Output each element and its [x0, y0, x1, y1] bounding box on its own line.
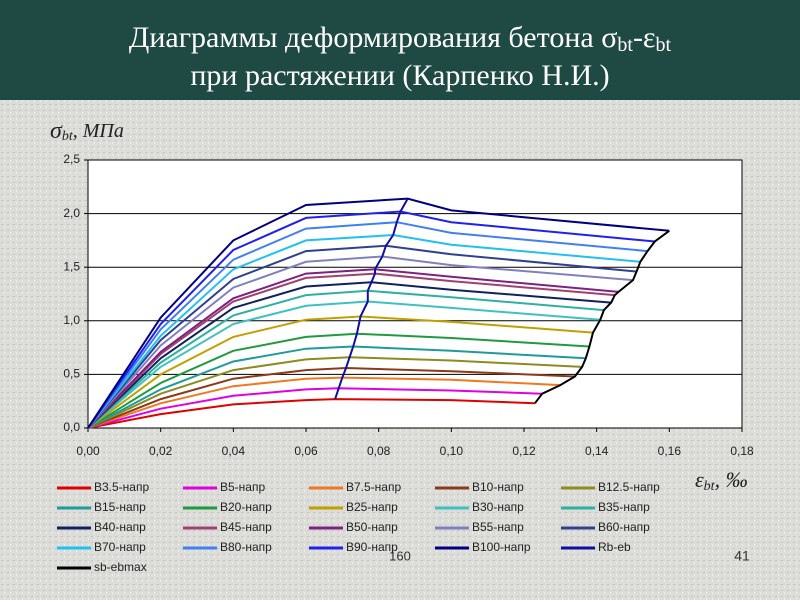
- x-tick-label: 0,06: [294, 444, 318, 458]
- footer-mark: 160: [389, 548, 411, 563]
- legend-label: sb-ebmax: [94, 560, 147, 574]
- series-line: [87, 255, 634, 429]
- series-line: [87, 221, 648, 429]
- legend-label: B90-напр: [346, 540, 398, 554]
- page-number: 41: [734, 548, 750, 564]
- legend-label: B30-напр: [472, 500, 524, 514]
- x-tick-label: 0,10: [440, 444, 464, 458]
- legend-label: B100-напр: [472, 540, 531, 554]
- x-tick-label: 0,18: [730, 444, 754, 458]
- series-line: [87, 300, 601, 429]
- series-line: [87, 332, 590, 429]
- legend-label: B7.5-напр: [346, 480, 401, 494]
- x-tick-label: 0,00: [76, 444, 100, 458]
- series-line: [87, 197, 670, 429]
- legend-label: B55-напр: [472, 520, 524, 534]
- series-line: [87, 366, 575, 429]
- x-tick-label: 0,16: [658, 444, 682, 458]
- series-line: [87, 356, 583, 429]
- legend-label: B20-напр: [220, 500, 272, 514]
- legend-label: B5-напр: [220, 480, 265, 494]
- y-tick-label: 0,0: [63, 420, 80, 434]
- y-tick-label: 2,5: [63, 152, 80, 166]
- y-tick-label: 0,5: [63, 367, 80, 381]
- legend-label: B12.5-напр: [598, 480, 660, 494]
- legend-label: B15-напр: [94, 500, 146, 514]
- series-line: [87, 387, 543, 429]
- series-line: [87, 233, 641, 429]
- title-band: [0, 0, 800, 100]
- series-line: [87, 376, 561, 429]
- legend-label: Rb-eb: [598, 540, 631, 554]
- series-line: [87, 315, 594, 429]
- x-tick-label: 0,08: [367, 444, 391, 458]
- y-axis-label: σbt, МПа: [50, 118, 124, 145]
- series-line: [334, 198, 409, 400]
- series-line: [87, 210, 655, 429]
- series-line: [87, 289, 604, 429]
- legend-label: B50-напр: [346, 520, 398, 534]
- y-tick-label: 1,0: [63, 313, 80, 327]
- legend-label: B70-напр: [94, 540, 146, 554]
- series-line: [87, 272, 615, 429]
- series-line: [87, 244, 637, 429]
- legend-label: B3.5-напр: [94, 480, 149, 494]
- y-tick-label: 2,0: [63, 206, 80, 220]
- x-tick-label: 0,04: [222, 444, 246, 458]
- x-tick-label: 0,12: [512, 444, 536, 458]
- series-line: [87, 345, 586, 429]
- legend-label: B60-напр: [598, 520, 650, 534]
- series-line: [87, 398, 535, 429]
- legend-label: B25-напр: [346, 500, 398, 514]
- series-line: [87, 281, 612, 429]
- x-axis-label: εbt, ‰: [695, 467, 748, 494]
- series-line: [534, 229, 670, 404]
- legend-label: B45-напр: [220, 520, 272, 534]
- legend-label: B10-напр: [472, 480, 524, 494]
- y-tick-label: 1,5: [63, 259, 80, 273]
- legend-label: B40-напр: [94, 520, 146, 534]
- legend-label: B80-напр: [220, 540, 272, 554]
- title-line2: при растяжении (Карпенко Н.И.): [190, 59, 609, 92]
- legend-label: B35-напр: [598, 500, 650, 514]
- x-tick-label: 0,02: [149, 444, 173, 458]
- title: Диаграммы деформирования бетона σbt-εbt: [129, 21, 672, 56]
- series-line: [87, 268, 619, 429]
- x-tick-label: 0,14: [585, 444, 609, 458]
